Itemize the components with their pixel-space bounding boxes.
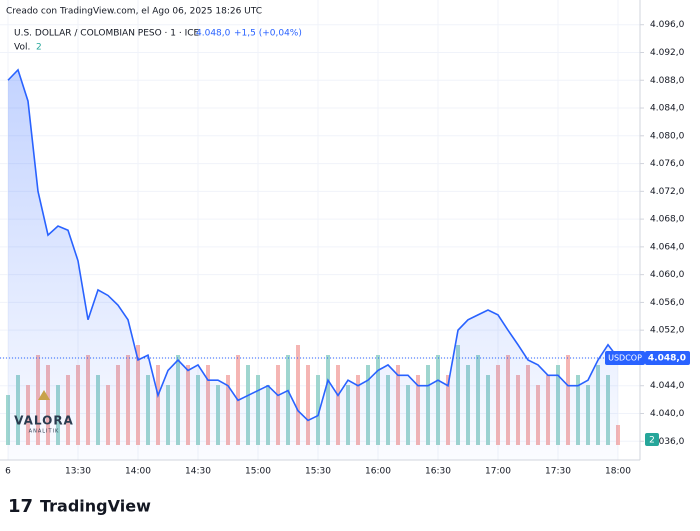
volume-label: Vol. [14, 43, 30, 53]
logo-sub: ANALITIK [29, 429, 60, 435]
volume-tag-label: 2 [649, 436, 655, 446]
line [7, 68, 619, 422]
watermark: VALORA ANALITIK [14, 390, 74, 435]
price-tag [645, 350, 690, 365]
change: +1,5 (+0,04%) [234, 29, 302, 39]
y-tick-label: 4.096,0 [650, 20, 685, 30]
x-tick-label: 13:30 [65, 467, 91, 477]
volume-value: 2 [36, 43, 42, 53]
x-tick-label: 17:30 [545, 467, 571, 477]
series-tag-label: USDCOP [608, 353, 642, 362]
x-tick-label: 16:30 [425, 467, 451, 477]
logo-icon [38, 390, 50, 400]
volume-bar [296, 345, 300, 445]
y-tick-label: 4.084,0 [650, 104, 685, 114]
area [8, 69, 618, 460]
volume-bar [306, 365, 310, 445]
price-tag-label: 4.048,0 [648, 353, 686, 363]
footer-logo: 17 TradingView [8, 496, 151, 517]
x-tick-label: 6 [5, 467, 11, 477]
y-tick-label: 4.068,0 [650, 215, 685, 225]
y-tick-label: 4.044,0 [650, 381, 685, 391]
y-tick-label: 4.060,0 [650, 270, 685, 280]
logo-name: VALORA [14, 414, 74, 428]
y-tick-label: 4.072,0 [650, 187, 685, 197]
x-tick-label: 14:30 [185, 467, 211, 477]
x-tick-label: 14:00 [125, 467, 151, 477]
tv-icon: 17 [8, 496, 33, 517]
y-tick-label: 4.036,0 [650, 437, 685, 447]
y-tick-label: 4.076,0 [650, 159, 685, 169]
series-tag [605, 350, 645, 365]
x-tick-label: 18:00 [605, 467, 631, 477]
y-tick-label: 4.040,0 [650, 409, 685, 419]
plot [0, 68, 640, 460]
created-text: Creado con TradingView.com, el Ago 06, 2… [6, 7, 262, 17]
symbol: U.S. DOLLAR / COLOMBIAN PESO · 1 · ICE [14, 29, 200, 39]
volume-tag [645, 433, 659, 446]
ticks: 4.036,0 4.040,0 4.044,0 4.048,0 4.052,0 4.056… [5, 20, 684, 476]
x-tick-label: 17:00 [485, 467, 511, 477]
y-tick-label: 4.080,0 [650, 131, 685, 141]
y-tick-label: 4.052,0 [650, 326, 685, 336]
volume-bar [316, 375, 320, 445]
brand: TradingView [40, 497, 151, 516]
x-tick-label: 15:00 [245, 467, 271, 477]
y-tick-label: 4.092,0 [650, 48, 685, 58]
x-tick-label: 15:30 [305, 467, 331, 477]
y-tick-label: 4.088,0 [650, 76, 685, 86]
x-tick-label: 16:00 [365, 467, 391, 477]
y-tick-label: 4.064,0 [650, 242, 685, 252]
y-tick-label: 4.056,0 [650, 298, 685, 308]
last-price: 4.048,0 [196, 29, 231, 39]
